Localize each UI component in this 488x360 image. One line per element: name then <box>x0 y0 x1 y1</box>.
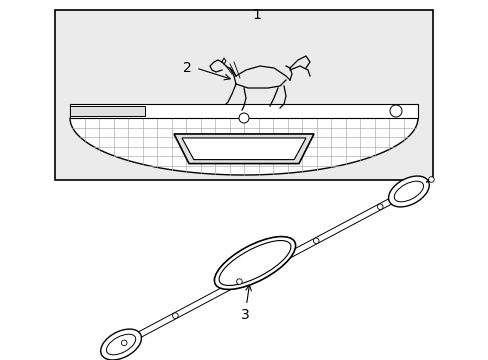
Ellipse shape <box>219 240 290 285</box>
PathPatch shape <box>70 118 417 175</box>
Bar <box>70 104 417 118</box>
Ellipse shape <box>388 176 428 207</box>
Bar <box>70 106 145 116</box>
Text: 3: 3 <box>240 285 251 322</box>
Ellipse shape <box>106 334 135 355</box>
Circle shape <box>172 313 178 319</box>
Text: 1: 1 <box>252 8 261 22</box>
Bar <box>55 10 432 180</box>
Polygon shape <box>182 138 305 159</box>
Circle shape <box>389 105 401 117</box>
Ellipse shape <box>393 181 423 202</box>
Circle shape <box>377 204 382 210</box>
Ellipse shape <box>214 237 295 289</box>
Circle shape <box>239 113 248 123</box>
Circle shape <box>428 177 433 182</box>
Circle shape <box>236 279 242 284</box>
Circle shape <box>313 238 318 244</box>
Text: 2: 2 <box>183 61 192 75</box>
Circle shape <box>121 340 127 346</box>
Ellipse shape <box>101 329 141 360</box>
Polygon shape <box>174 134 313 163</box>
